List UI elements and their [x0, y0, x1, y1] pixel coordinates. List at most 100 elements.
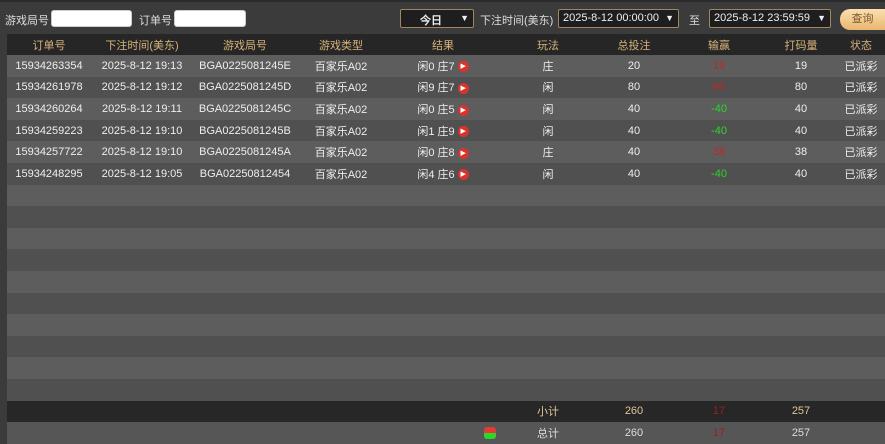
- round-input[interactable]: [51, 10, 132, 27]
- status-text: 已派彩: [844, 60, 878, 73]
- winloss-text: -40: [711, 167, 727, 180]
- column-header[interactable]: 游戏类型: [297, 34, 385, 55]
- bet-text: 闲: [542, 103, 554, 116]
- empty-row: [7, 314, 885, 336]
- empty-row: [7, 335, 885, 358]
- cell-total: [595, 335, 673, 358]
- valid-text: 38: [794, 146, 808, 159]
- column-header[interactable]: 状态: [837, 34, 885, 55]
- cell-round: BGA0225081245A: [193, 141, 297, 163]
- summary-cell: 257: [765, 422, 837, 444]
- table-header: 订单号 下注时间(美东) 游戏局号 游戏类型 结果 玩法 总投注 输赢 打码量 状态: [7, 34, 885, 55]
- cell-game: [297, 184, 385, 207]
- cell-status: [837, 270, 885, 293]
- cell-order: [7, 335, 91, 358]
- column-header[interactable]: 下注时间(美东): [91, 34, 193, 55]
- cell-order: [7, 249, 91, 271]
- summary-cell: [91, 422, 193, 444]
- cell-status: 已派彩: [837, 141, 885, 163]
- order-input[interactable]: [174, 10, 246, 27]
- empty-row: [7, 378, 885, 401]
- cell-bet: [501, 335, 595, 358]
- cell-result: [385, 314, 501, 336]
- play-replay-icon[interactable]: ▶: [457, 104, 469, 116]
- column-header[interactable]: 订单号: [7, 34, 91, 55]
- cell-valid: 40: [765, 162, 837, 185]
- dropdown-arrow-icon: ▼: [817, 13, 826, 23]
- query-button[interactable]: 查询: [840, 9, 885, 30]
- cell-bet: [501, 292, 595, 315]
- cell-valid: 38: [765, 141, 837, 163]
- column-header[interactable]: 总投注: [595, 34, 673, 55]
- total-text: 40: [627, 167, 641, 180]
- play-replay-icon[interactable]: ▶: [457, 82, 469, 94]
- cell-total: 80: [595, 76, 673, 99]
- cell-order: [7, 357, 91, 379]
- table-row: 15934260264 2025-8-12 19:11 BGA0225081245C…: [7, 98, 885, 120]
- cell-bet: 闲: [501, 162, 595, 185]
- cell-bet: [501, 206, 595, 228]
- cell-result: 闲0 庄5 ▶: [385, 98, 501, 120]
- summary-cell: [91, 400, 193, 423]
- cell-total: 40: [595, 162, 673, 185]
- cell-order: [7, 227, 91, 250]
- period-select[interactable]: 今日 ▼: [400, 9, 474, 28]
- round-text: BGA0225081245D: [198, 81, 292, 94]
- cell-result: [385, 227, 501, 250]
- column-header[interactable]: 结果: [385, 34, 501, 55]
- cell-result: 闲0 庄8 ▶: [385, 141, 501, 163]
- cell-total: 40: [595, 141, 673, 163]
- table-row: 15934259223 2025-8-12 19:10 BGA0225081245B…: [7, 119, 885, 142]
- cell-result: [385, 335, 501, 358]
- refresh-icon[interactable]: [484, 426, 496, 439]
- column-header[interactable]: 打码量: [765, 34, 837, 55]
- cell-winloss: [673, 206, 765, 228]
- cell-status: [837, 206, 885, 228]
- round-text: BGA02250812454: [199, 167, 291, 180]
- dropdown-arrow-icon: ▼: [460, 13, 469, 23]
- start-time-select[interactable]: 2025-8-12 00:00:00 ▼: [558, 9, 679, 28]
- cell-winloss: [673, 227, 765, 250]
- status-text: 已派彩: [844, 168, 878, 181]
- play-replay-icon[interactable]: ▶: [457, 169, 469, 181]
- cell-bet: [501, 314, 595, 336]
- cell-time: [91, 292, 193, 315]
- play-replay-icon[interactable]: ▶: [457, 126, 469, 138]
- valid-text: 19: [794, 59, 808, 72]
- cell-order: [7, 206, 91, 228]
- cell-time: 2025-8-12 19:10: [91, 119, 193, 142]
- cell-order: 15934248295: [7, 162, 91, 185]
- cell-status: 已派彩: [837, 76, 885, 99]
- cell-result: [385, 378, 501, 401]
- column-header[interactable]: 输赢: [673, 34, 765, 55]
- cell-total: [595, 206, 673, 228]
- empty-row: [7, 292, 885, 315]
- cell-game: [297, 292, 385, 315]
- cell-result: 闲9 庄7 ▶: [385, 76, 501, 99]
- cell-total: 40: [595, 119, 673, 142]
- total-text: 40: [627, 146, 641, 159]
- cell-winloss: [673, 357, 765, 379]
- play-replay-icon[interactable]: ▶: [457, 147, 469, 159]
- valid-text: 40: [794, 102, 808, 115]
- play-replay-icon[interactable]: ▶: [457, 61, 469, 73]
- cell-status: [837, 378, 885, 401]
- cell-total: [595, 292, 673, 315]
- cell-time: 2025-8-12 19:05: [91, 162, 193, 185]
- end-time-select[interactable]: 2025-8-12 23:59:59 ▼: [709, 9, 831, 28]
- total-text: 20: [627, 59, 641, 72]
- cell-time: [91, 227, 193, 250]
- valid-text: 80: [794, 81, 808, 94]
- cell-total: [595, 249, 673, 271]
- column-header[interactable]: 玩法: [501, 34, 595, 55]
- cell-order: 15934260264: [7, 98, 91, 120]
- cell-round: [193, 249, 297, 271]
- cell-status: [837, 227, 885, 250]
- cell-game: [297, 270, 385, 293]
- cell-game: [297, 357, 385, 379]
- column-header[interactable]: 游戏局号: [193, 34, 297, 55]
- cell-winloss: [673, 378, 765, 401]
- cell-winloss: 80: [673, 76, 765, 99]
- status-text: 已派彩: [844, 82, 878, 95]
- cell-time: [91, 249, 193, 271]
